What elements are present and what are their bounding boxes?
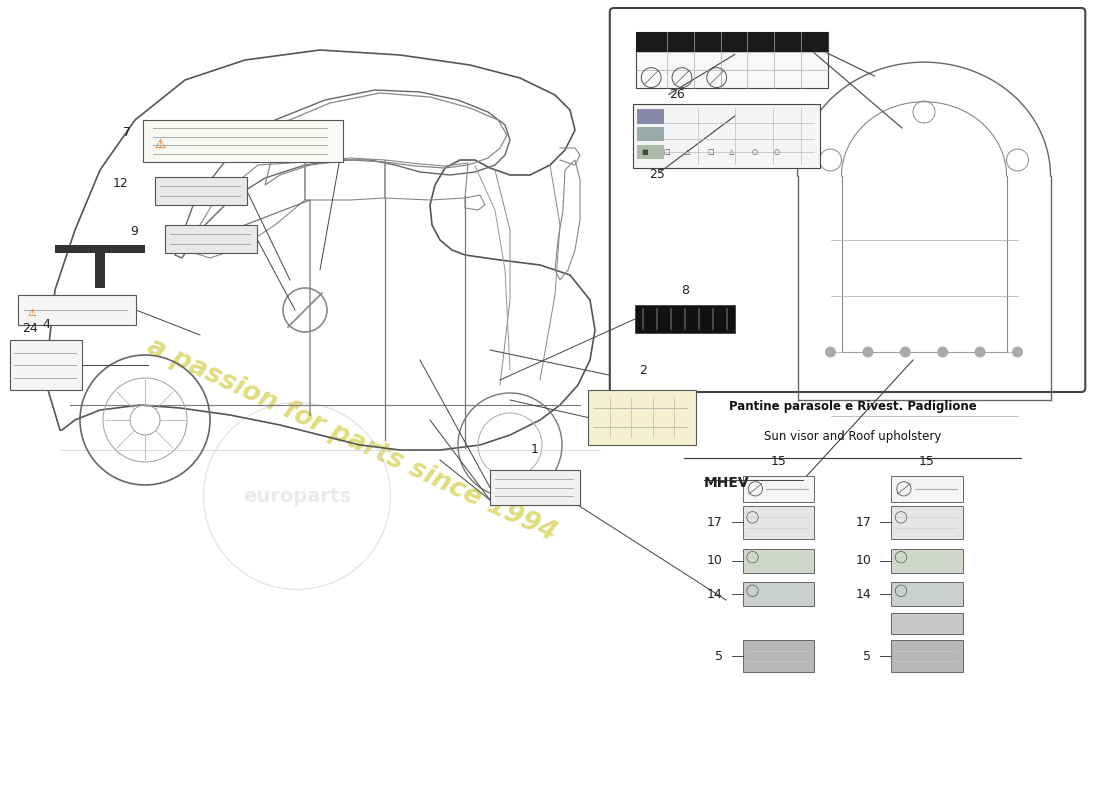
Text: ○: ○ — [773, 149, 780, 154]
Bar — [165, 225, 257, 253]
Text: □: □ — [707, 149, 714, 154]
Bar — [636, 32, 828, 52]
FancyBboxPatch shape — [609, 8, 1086, 392]
Text: 26: 26 — [669, 88, 684, 101]
Text: ○: ○ — [751, 149, 758, 154]
Bar — [155, 177, 248, 205]
Circle shape — [825, 346, 836, 358]
Text: MHEV: MHEV — [704, 476, 749, 490]
Text: 5: 5 — [864, 650, 871, 662]
Text: 15: 15 — [918, 455, 935, 468]
Text: 15: 15 — [770, 455, 786, 468]
Circle shape — [900, 346, 911, 358]
Bar — [891, 549, 962, 573]
Text: 1: 1 — [531, 443, 539, 456]
Text: □: □ — [663, 149, 670, 154]
Bar — [742, 549, 814, 573]
Text: ■: ■ — [641, 149, 648, 154]
Bar — [637, 109, 664, 123]
Bar — [891, 476, 962, 502]
Text: 2: 2 — [639, 364, 647, 377]
Text: 9: 9 — [130, 225, 138, 238]
Text: Sun visor and Roof upholstery: Sun visor and Roof upholstery — [763, 430, 942, 443]
Text: Pantine parasole e Rivest. Padiglione: Pantine parasole e Rivest. Padiglione — [728, 400, 977, 413]
Bar — [490, 470, 580, 505]
Circle shape — [975, 346, 986, 358]
Bar — [742, 506, 814, 539]
Bar — [635, 305, 735, 333]
Bar — [632, 104, 820, 168]
Bar — [18, 295, 136, 325]
Text: ⚠: ⚠ — [28, 308, 36, 318]
Text: 12: 12 — [112, 177, 128, 190]
Bar — [10, 340, 82, 390]
Text: 17: 17 — [856, 516, 871, 529]
Bar — [742, 640, 814, 672]
Bar — [636, 32, 828, 88]
Text: 17: 17 — [707, 516, 723, 529]
Bar — [891, 506, 962, 539]
Bar — [55, 245, 145, 253]
Text: 10: 10 — [856, 554, 871, 567]
Text: 14: 14 — [707, 588, 723, 601]
Text: △: △ — [729, 149, 735, 154]
Text: △: △ — [685, 149, 691, 154]
Text: 24: 24 — [22, 322, 37, 335]
Bar — [143, 120, 343, 162]
Text: 4: 4 — [42, 318, 50, 331]
Bar — [891, 582, 962, 606]
Circle shape — [937, 346, 948, 358]
Text: a passion for parts since 1994: a passion for parts since 1994 — [143, 334, 561, 546]
Text: 7: 7 — [123, 126, 131, 139]
Text: 5: 5 — [715, 650, 723, 662]
Bar — [637, 127, 664, 142]
Circle shape — [1012, 346, 1023, 358]
Text: europarts: europarts — [243, 486, 351, 506]
Bar — [742, 476, 814, 502]
Bar — [637, 145, 664, 159]
Text: 8: 8 — [681, 284, 689, 297]
Bar — [891, 640, 962, 672]
Text: ⚠: ⚠ — [154, 138, 165, 151]
Bar — [95, 253, 104, 288]
Bar — [742, 582, 814, 606]
Text: 10: 10 — [707, 554, 723, 567]
Text: 14: 14 — [856, 588, 871, 601]
Bar — [588, 390, 696, 445]
Circle shape — [862, 346, 873, 358]
Text: 25: 25 — [649, 168, 664, 181]
Bar — [891, 613, 962, 634]
